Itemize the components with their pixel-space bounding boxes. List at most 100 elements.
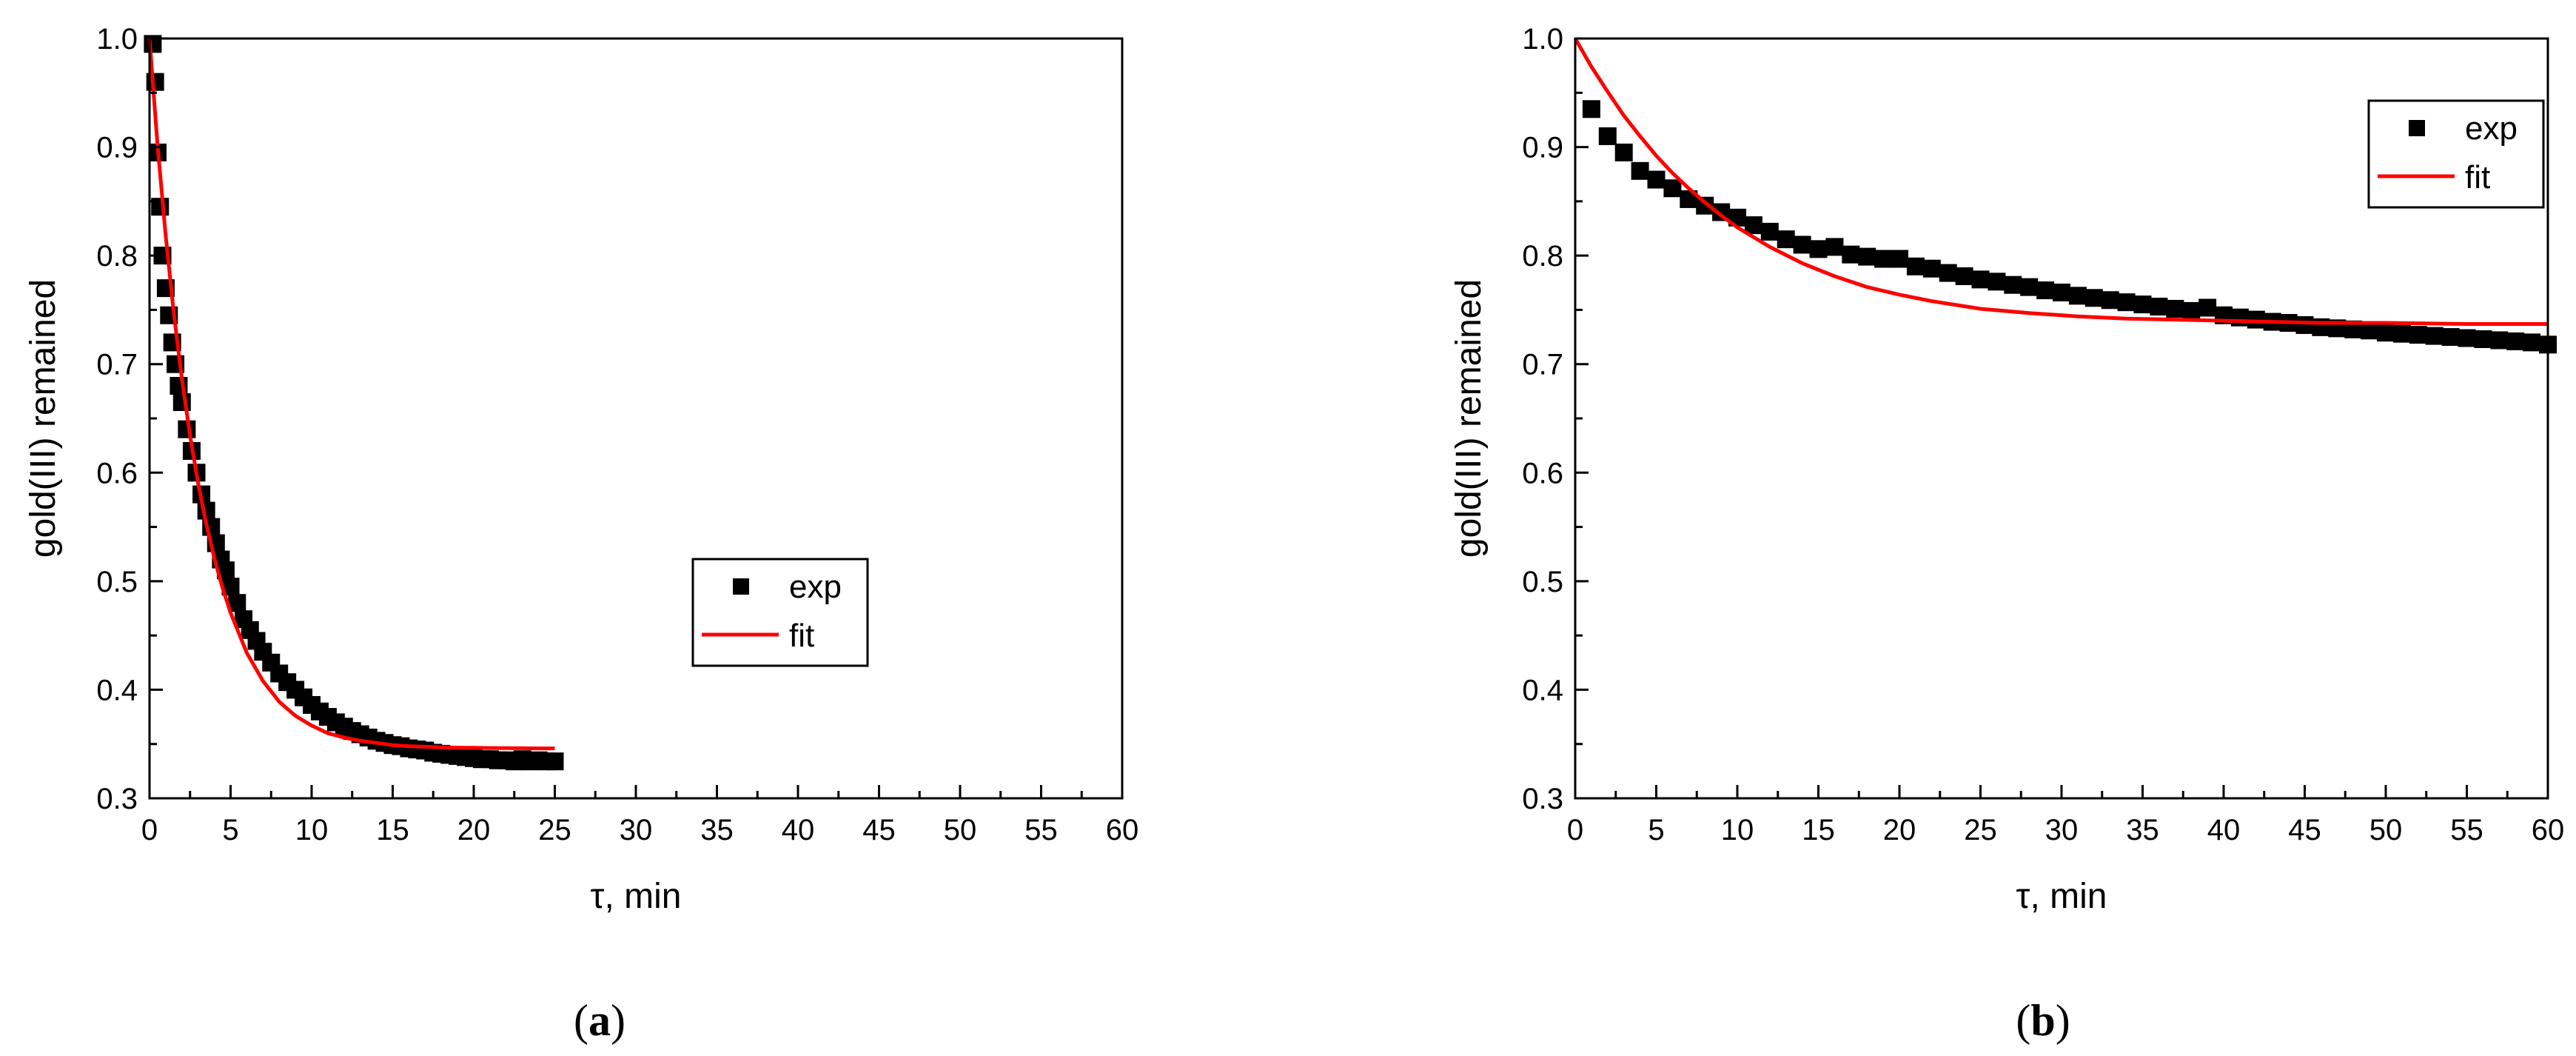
b-exp-point-4 — [1647, 170, 1666, 189]
panel-b-legend-label-exp: exp — [2465, 110, 2518, 147]
b-exp-point-52 — [2425, 327, 2443, 345]
panel-a-legend-label-exp: exp — [789, 569, 842, 605]
panel-b-plot-area — [1573, 37, 2557, 354]
b-y-tick-label-7: 1.0 — [1522, 23, 1563, 56]
b-exp-point-44 — [2295, 315, 2314, 334]
b-exp-point-55 — [2474, 330, 2492, 349]
panel-b-caption: (b) — [2016, 996, 2070, 1045]
b-y-tick-label-1: 0.4 — [1522, 674, 1563, 706]
chart-panel-a: 0 5 10 15 20 25 30 35 40 45 50 55 60 0.3 0.4 0.5 0.6 0.7 0… — [24, 23, 1138, 1045]
b-x-tick-label-1: 5 — [1648, 814, 1664, 846]
b-exp-point-56 — [2490, 331, 2509, 350]
panel-a-legend-marker-exp — [733, 578, 749, 595]
panel-a-caption: (a) — [574, 996, 625, 1045]
panel-b-y-axis-label: gold(III) remained — [1449, 279, 1489, 558]
b-exp-point-22 — [1939, 264, 1957, 282]
b-exp-point-14 — [1809, 240, 1828, 258]
b-exp-point-34 — [2133, 295, 2152, 314]
b-exp-point-24 — [1971, 270, 1990, 289]
b-exp-point-35 — [2150, 298, 2168, 316]
b-exp-point-33 — [2117, 293, 2136, 312]
panel-b-x-axis-label: τ, min — [2016, 877, 2107, 916]
panel-a-legend-box — [691, 558, 869, 667]
b-exp-point-10 — [1744, 216, 1762, 235]
a-y-tick-label-0: 0.3 — [96, 783, 138, 815]
b-x-tick-label-8: 40 — [2207, 814, 2241, 846]
panel-b-caption-letter: b — [2030, 996, 2055, 1045]
b-y-tick-label-5: 0.8 — [1522, 240, 1563, 273]
b-exp-point-53 — [2441, 328, 2460, 347]
b-exp-point-15 — [1825, 238, 1844, 256]
b-exp-point-11 — [1760, 222, 1779, 241]
b-exp-point-50 — [2392, 324, 2411, 343]
b-exp-point-51 — [2409, 326, 2427, 344]
b-exp-point-21 — [1922, 259, 1941, 278]
b-x-tick-label-9: 45 — [2288, 814, 2321, 846]
panel-a-plot-area — [144, 35, 564, 771]
a-fit-series-line — [147, 38, 555, 751]
b-exp-point-38 — [2198, 298, 2217, 317]
b-exp-point-1 — [1598, 127, 1617, 145]
b-x-tick-label-5: 25 — [1964, 814, 1997, 846]
a-x-tick-label-3: 15 — [376, 814, 409, 846]
a-y-tick-label-3: 0.6 — [96, 457, 138, 489]
panel-a-legend-label-fit: fit — [789, 618, 814, 654]
b-exp-point-18 — [1874, 250, 1893, 268]
b-exp-point-17 — [1858, 247, 1876, 266]
b-exp-point-54 — [2458, 329, 2476, 347]
panel-b-legend-marker-exp — [2409, 120, 2425, 136]
panel-a-x-axis-label: τ, min — [591, 877, 682, 916]
b-exp-point-5 — [1663, 179, 1682, 198]
b-x-tick-label-7: 35 — [2126, 814, 2159, 846]
b-y-tick-label-3: 0.6 — [1522, 457, 1563, 489]
b-exp-point-19 — [1891, 250, 1908, 268]
b-exp-point-12 — [1777, 230, 1795, 249]
a-y-tick-label-5: 0.8 — [96, 240, 138, 273]
b-exp-point-30 — [2068, 287, 2087, 305]
a-x-tick-label-11: 55 — [1024, 814, 1058, 846]
a-x-tick-label-5: 25 — [538, 814, 571, 846]
b-exp-point-0 — [1582, 100, 1600, 118]
b-exp-point-58 — [2523, 333, 2541, 352]
a-exp-point-61 — [546, 752, 564, 771]
b-x-tick-label-11: 55 — [2450, 814, 2483, 846]
b-exp-point-23 — [1955, 267, 1973, 285]
b-exp-point-28 — [2036, 281, 2055, 300]
a-y-tick-label-7: 1.0 — [96, 23, 138, 56]
panel-a-legend: exp fit — [691, 558, 869, 667]
b-exp-point-27 — [2020, 278, 2039, 296]
a-exp-point-10 — [172, 393, 191, 412]
a-y-tick-label-1: 0.4 — [96, 674, 138, 706]
a-x-tick-label-7: 35 — [700, 814, 734, 846]
b-exp-point-57 — [2506, 332, 2525, 350]
panel-b-ticks: 0 5 10 15 20 25 30 35 40 45 50 55 60 0.3 0.4 0.5 0.6 0.7 0… — [1522, 23, 2564, 846]
b-exp-point-13 — [1793, 235, 1811, 254]
b-exp-point-36 — [2166, 299, 2184, 318]
a-x-tick-label-9: 45 — [862, 814, 896, 846]
a-x-tick-label-2: 10 — [295, 814, 329, 846]
panel-b-legend: exp fit — [2367, 99, 2545, 209]
panel-b-legend-label-fit: fit — [2465, 159, 2490, 196]
chart-panel-b: 0 5 10 15 20 25 30 35 40 45 50 55 60 0.3 0.4 0.5 0.6 0.7 0… — [1449, 23, 2564, 1045]
b-y-tick-label-6: 0.9 — [1522, 132, 1563, 164]
a-x-tick-label-12: 60 — [1106, 814, 1139, 846]
a-y-tick-label-6: 0.9 — [96, 132, 138, 164]
a-y-tick-label-2: 0.5 — [96, 566, 138, 598]
b-x-tick-label-3: 15 — [1802, 814, 1835, 846]
panel-a-caption-letter: a — [588, 996, 611, 1045]
b-exp-point-3 — [1631, 161, 1649, 180]
a-y-tick-label-4: 0.7 — [96, 349, 138, 381]
a-x-tick-label-1: 5 — [222, 814, 238, 846]
b-x-tick-label-10: 50 — [2369, 814, 2403, 846]
panel-a-ticks: 0 5 10 15 20 25 30 35 40 45 50 55 60 0.3 0.4 0.5 0.6 0.7 0… — [96, 23, 1138, 846]
panel-a-y-axis-label: gold(III) remained — [24, 279, 63, 558]
b-exp-point-26 — [2004, 275, 2022, 294]
b-exp-point-25 — [1988, 273, 2006, 291]
b-exp-point-20 — [1906, 257, 1925, 275]
a-x-tick-label-4: 20 — [457, 814, 491, 846]
b-exp-point-32 — [2101, 291, 2119, 310]
b-exp-point-49 — [2377, 324, 2395, 342]
a-x-tick-label-10: 50 — [944, 814, 977, 846]
b-exp-point-31 — [2084, 289, 2103, 307]
